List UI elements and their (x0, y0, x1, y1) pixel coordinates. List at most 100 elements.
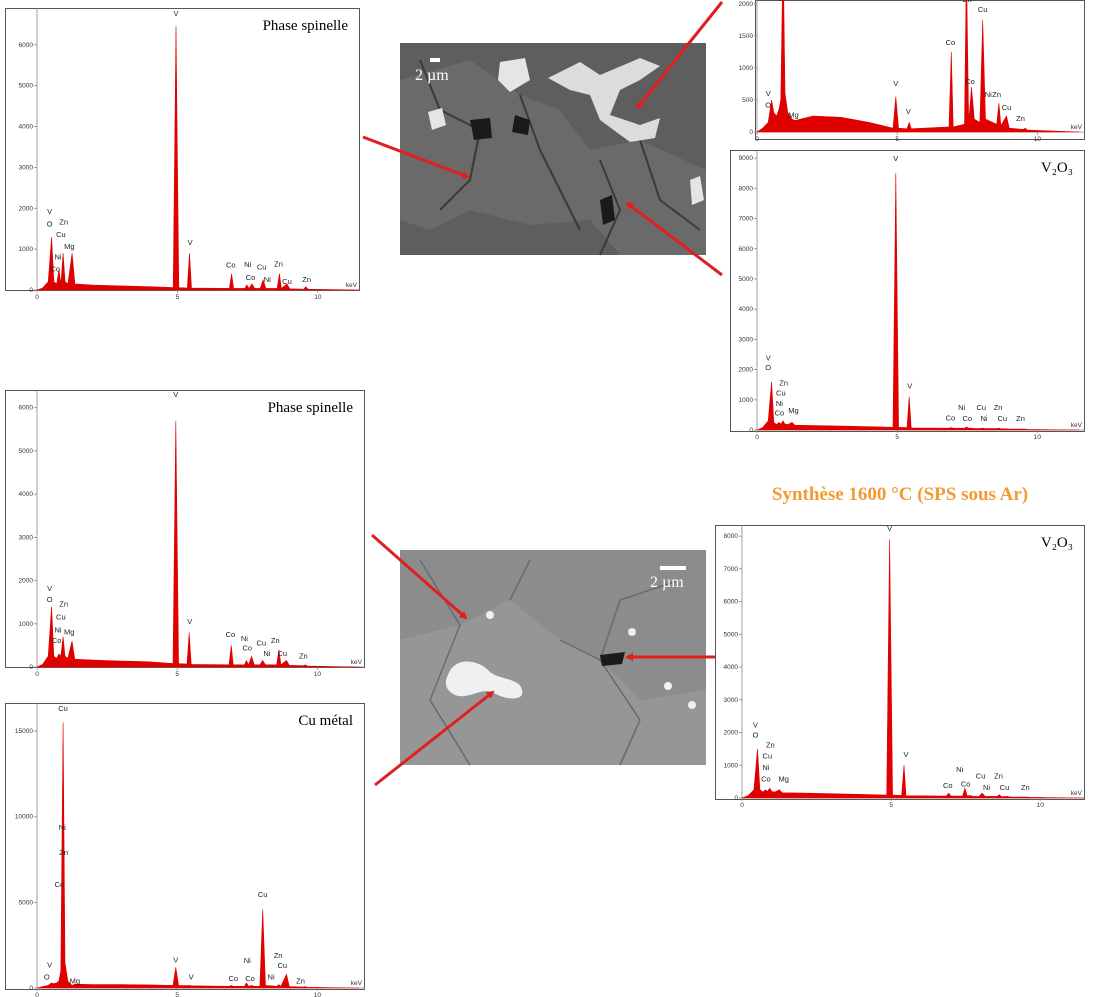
y-tick-label: 3000 (19, 164, 34, 171)
peak-label: Cu (256, 638, 266, 647)
x-axis-label: keV (1071, 790, 1083, 797)
x-tick-label: 10 (314, 992, 322, 997)
peak-label: V (47, 584, 52, 593)
peak-label: Zn (992, 90, 1001, 99)
peak-label: Ni (983, 783, 990, 792)
peak-label: Cu (776, 388, 786, 397)
y-tick-label: 0 (29, 985, 33, 992)
peak-label: Ni (263, 649, 270, 658)
peak-label: V (766, 354, 771, 363)
peak-label: Mg (788, 406, 798, 415)
peak-label: V (893, 154, 898, 163)
sem-image: 2 µm (400, 43, 706, 256)
x-tick-label: 5 (176, 294, 180, 301)
peak-label: Co (943, 781, 953, 790)
peak-label: V (893, 79, 898, 88)
peak-label: Zn (994, 403, 1003, 412)
peak-label: Zn (1021, 783, 1030, 792)
peak-label: Ni (244, 260, 251, 269)
y-tick-label: 4000 (19, 491, 34, 498)
spectrum (741, 539, 1085, 799)
y-tick-label: 2000 (739, 367, 754, 374)
peak-label: Co (246, 273, 256, 282)
y-tick-label: 2000 (739, 1, 754, 8)
peak-label: Cu (1002, 103, 1012, 112)
spectrum-chart: 0 1000 2000 3000 4000 5000 6000 7000 8000 0 5 10 keV… (715, 524, 1085, 809)
peak-label: V (766, 89, 771, 98)
peak-label: Co (761, 775, 771, 784)
y-tick-label: 1000 (739, 397, 754, 404)
x-tick-label: 5 (175, 992, 179, 997)
chart-title: V₂O₃ (1041, 535, 1073, 551)
peak-label: Zn (963, 0, 972, 4)
peak-label: V (47, 207, 52, 216)
peak-label: Ni (55, 252, 62, 261)
peak-label: O (765, 363, 771, 372)
peak-label: Cu (978, 5, 988, 14)
peak-label: Ni (54, 625, 61, 634)
y-tick-label: 5000 (724, 631, 739, 638)
peak-label: V (173, 390, 178, 399)
peak-label: Ni (268, 972, 275, 981)
y-tick-label: 1000 (19, 246, 34, 253)
peak-label: Cu (278, 649, 288, 658)
peak-label: Cu (58, 704, 68, 713)
peak-label: O (752, 730, 758, 739)
spectrum (36, 26, 360, 291)
peak-label: Cu (258, 890, 268, 899)
y-tick-label: 8000 (739, 185, 754, 192)
peak-label: Co (242, 644, 252, 653)
x-axis-label: keV (1071, 124, 1083, 131)
peak-label: Co (946, 38, 956, 47)
chart-frame (730, 150, 1085, 432)
spectrum-chart: 0 1000 2000 3000 4000 5000 6000 7000 8000 9000 0 5 1… (730, 150, 1085, 441)
y-tick-label: 5000 (19, 899, 34, 906)
scale-label: 2 µm (650, 574, 684, 591)
peak-label: Mg (779, 775, 789, 784)
peak-label: Co (228, 974, 238, 983)
y-tick-label: 6000 (739, 246, 754, 253)
peak-label: Mg (70, 977, 80, 986)
peak-label: Cu (282, 277, 292, 286)
arrows (362, 1, 724, 787)
peak-label: Ni (59, 823, 66, 832)
peak-label: Zn (59, 848, 68, 857)
peak-label: O (47, 220, 53, 229)
peak-label: V (906, 107, 911, 116)
caption: Synthèse 1600 °C (SPS sous Ar) (772, 484, 1028, 505)
y-tick-label: 8000 (724, 533, 739, 540)
peak-label: Zn (1016, 114, 1025, 123)
peak-label: Co (775, 409, 785, 418)
peak-label: Ni (241, 634, 248, 643)
x-tick-label: 0 (755, 434, 759, 441)
y-tick-label: 0 (734, 795, 738, 802)
x-tick-label: 10 (314, 294, 322, 301)
peak-label: Ni (958, 403, 965, 412)
peak-label: V (174, 9, 179, 18)
x-tick-label: 0 (35, 294, 39, 301)
peak-label: Zn (59, 218, 68, 227)
x-tick-label: 10 (1034, 136, 1042, 143)
y-tick-label: 3000 (724, 697, 739, 704)
peak-label: Mg (788, 110, 798, 119)
x-tick-label: 0 (35, 671, 39, 678)
chart-title: Phase spinelle (263, 18, 349, 34)
chart-frame (5, 703, 365, 990)
y-tick-label: 500 (742, 97, 753, 104)
y-tick-label: 1000 (739, 65, 754, 72)
y-tick-label: 4000 (724, 664, 739, 671)
peak-label: V (189, 972, 194, 981)
peak-label: Cu (56, 612, 66, 621)
chart-frame (755, 0, 1085, 140)
y-tick-label: 6000 (19, 405, 34, 412)
y-tick-label: 5000 (19, 83, 34, 90)
chart-frame (5, 8, 360, 291)
peak-label: Zn (1016, 414, 1025, 423)
y-tick-label: 1500 (739, 33, 754, 40)
peak-label: Cu (976, 771, 986, 780)
peak-label: Zn (994, 771, 1003, 780)
peak-label: Zn (271, 636, 280, 645)
y-tick-label: 2000 (19, 205, 34, 212)
